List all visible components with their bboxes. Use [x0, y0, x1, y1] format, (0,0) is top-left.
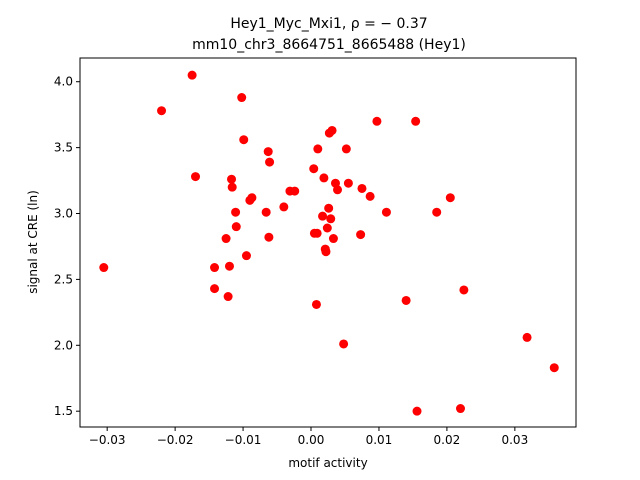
data-point — [343, 178, 353, 188]
y-tick-label: 3.0 — [54, 207, 73, 221]
data-point — [191, 172, 201, 182]
x-axis-ticks: −0.03 −0.02 −0.01 0.00 0.01 0.02 0.03 — [89, 427, 528, 447]
chart-title-line1: Hey1_Myc_Mxi1, ρ = − 0.37 — [230, 16, 427, 32]
data-point — [265, 157, 275, 167]
data-point — [326, 214, 336, 224]
x-axis-label: motif activity — [288, 456, 367, 470]
data-point — [455, 404, 465, 414]
y-tick-label: 1.5 — [54, 404, 73, 418]
data-point — [224, 261, 234, 271]
x-tick-label: 0.03 — [501, 433, 528, 447]
data-point — [339, 339, 349, 349]
data-point — [372, 116, 382, 126]
data-point — [279, 202, 289, 212]
data-point — [333, 185, 343, 195]
data-points — [99, 70, 559, 416]
x-tick-label: −0.03 — [89, 433, 126, 447]
data-point — [411, 116, 421, 126]
data-point — [321, 247, 331, 257]
data-point — [264, 232, 274, 242]
data-point — [290, 186, 300, 196]
data-point — [99, 263, 109, 273]
data-point — [327, 125, 337, 135]
data-point — [261, 207, 271, 217]
data-point — [227, 182, 237, 192]
data-point — [309, 164, 319, 174]
data-point — [239, 135, 249, 145]
data-point — [322, 223, 332, 233]
data-point — [157, 106, 167, 116]
data-point — [311, 299, 321, 309]
data-point — [356, 230, 366, 240]
data-point — [221, 234, 231, 244]
data-point — [223, 292, 233, 302]
data-point — [231, 207, 241, 217]
data-point — [227, 174, 237, 184]
data-point — [459, 285, 469, 295]
data-point — [319, 173, 329, 183]
data-point — [324, 203, 334, 213]
data-point — [241, 251, 251, 261]
data-point — [432, 207, 442, 217]
data-point — [341, 144, 351, 154]
data-point — [412, 406, 422, 416]
y-tick-label: 4.0 — [54, 75, 73, 89]
data-point — [549, 363, 559, 373]
data-point — [445, 193, 455, 203]
data-point — [365, 191, 375, 201]
x-tick-label: 0.02 — [434, 433, 461, 447]
y-axis-label: signal at CRE (ln) — [26, 190, 40, 294]
data-point — [522, 332, 532, 342]
data-point — [357, 183, 367, 193]
y-axis-ticks: 1.5 2.0 2.5 3.0 3.5 4.0 — [54, 75, 80, 418]
plot-area-frame — [79, 57, 577, 428]
data-point — [328, 234, 338, 244]
data-point — [187, 70, 197, 80]
x-tick-label: −0.01 — [225, 433, 262, 447]
data-point — [263, 147, 273, 157]
data-point — [318, 211, 328, 221]
x-tick-label: 0.00 — [298, 433, 325, 447]
data-point — [237, 93, 247, 103]
data-point — [210, 284, 220, 294]
x-tick-label: −0.02 — [157, 433, 194, 447]
data-point — [381, 207, 391, 217]
data-point — [210, 263, 220, 273]
y-tick-label: 3.5 — [54, 141, 73, 155]
data-point — [247, 193, 257, 203]
y-tick-label: 2.5 — [54, 272, 73, 286]
data-point — [313, 144, 323, 154]
x-tick-label: 0.01 — [366, 433, 393, 447]
chart-title-line2: mm10_chr3_8664751_8665488 (Hey1) — [192, 37, 466, 53]
y-tick-label: 2.0 — [54, 338, 73, 352]
data-point — [401, 295, 411, 305]
data-point — [231, 222, 241, 232]
data-point — [312, 228, 322, 238]
